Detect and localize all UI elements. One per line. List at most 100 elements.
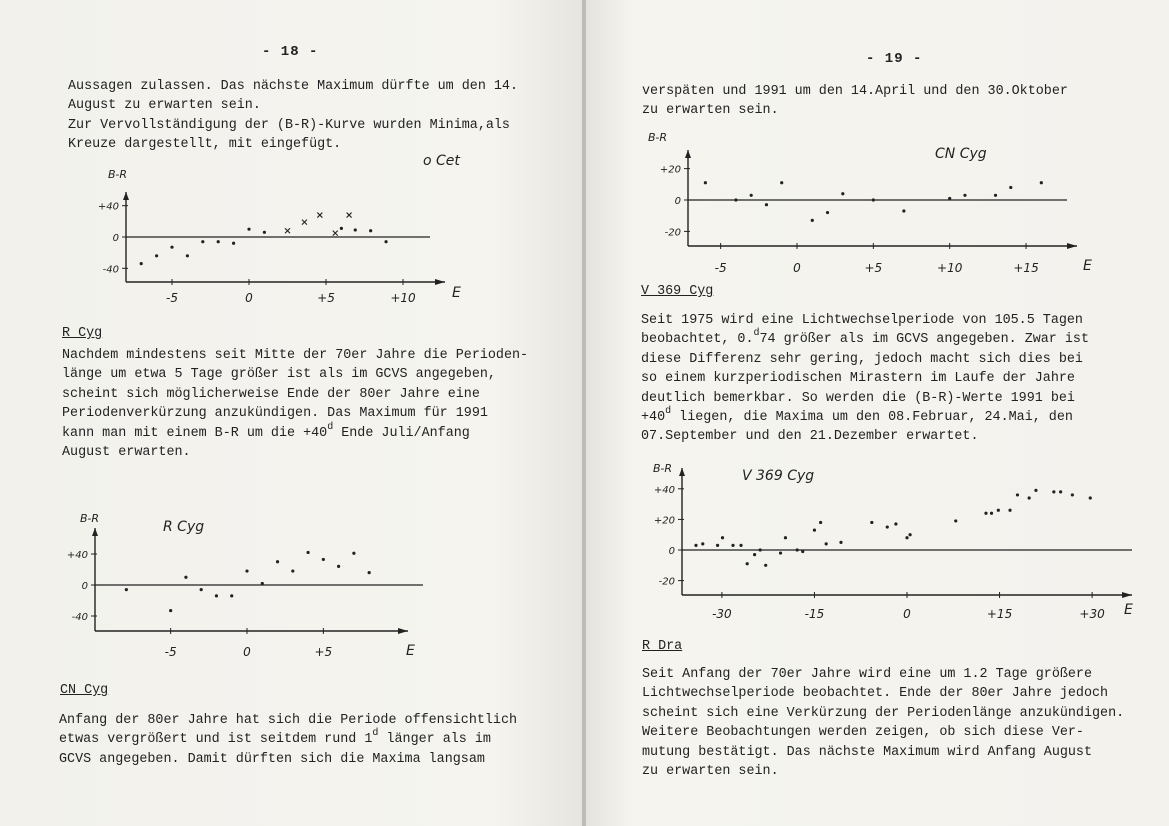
y-axis-label: B-R	[80, 512, 99, 525]
text-line: Periodenverkürzung anzukündigen. Das Max…	[62, 406, 488, 422]
chart-title: V 369 Cyg	[742, 468, 814, 484]
text-segment: etwas vergrößert und ist seitdem rund 1	[59, 732, 373, 748]
x-tick-label: -15	[805, 607, 825, 621]
data-point-cross	[332, 230, 339, 236]
data-point-cross	[346, 212, 352, 218]
data-point	[384, 240, 388, 244]
data-point	[812, 528, 817, 532]
data-point	[801, 549, 805, 554]
data-point	[984, 511, 988, 515]
chart-o-cet: -5 0 +5 +10 +40 0 -40 o Cet B-R E	[98, 153, 461, 305]
page-number-right: - 19 -	[866, 51, 923, 67]
x-tick-label: 0	[903, 607, 911, 621]
data-point-cross	[316, 212, 323, 218]
data-point	[694, 543, 698, 548]
data-point	[703, 181, 707, 185]
y-tick-label: 0	[669, 546, 675, 557]
y-axis-arrow	[685, 150, 691, 158]
data-point	[825, 210, 830, 215]
data-point	[367, 571, 371, 575]
data-point	[230, 594, 234, 598]
data-point	[170, 245, 174, 249]
data-point	[758, 548, 762, 552]
data-point	[963, 193, 967, 197]
data-point	[291, 569, 295, 573]
data-point	[996, 508, 1000, 512]
text-segment: kann man mit einem B-R um die +40	[62, 425, 328, 441]
superscript-unit: d	[327, 421, 334, 433]
data-point	[216, 240, 220, 244]
data-point	[780, 181, 784, 185]
data-point	[199, 588, 203, 592]
data-point	[894, 522, 898, 526]
x-tick-label: 0	[793, 261, 801, 275]
text-segment: 74 größer als im GCVS angegeben. Zwar is…	[759, 332, 1089, 348]
data-point	[870, 520, 874, 525]
chart-title: o Cet	[423, 153, 460, 169]
y-tick-label: +20	[660, 165, 681, 176]
y-tick-label: -20	[665, 227, 681, 238]
data-point	[810, 218, 814, 223]
data-point-cross	[284, 227, 291, 234]
data-point	[337, 564, 341, 569]
x-axis-label: E	[1083, 258, 1092, 274]
y-tick-label: -40	[103, 264, 119, 275]
text-line: Seit Anfang der 70er Jahre wird eine um …	[642, 667, 1092, 682]
superscript-unit: d	[753, 328, 760, 340]
chart-cn-cyg: -5 0 +5 +10 +15 +20 0 -20 CN Cyg B-R E	[648, 131, 1092, 275]
data-point	[1009, 185, 1013, 190]
data-point	[885, 525, 889, 529]
x-axis-label: E	[1124, 602, 1133, 618]
text-segment: +40	[641, 410, 666, 426]
data-point	[905, 536, 909, 540]
text-line: diese Differenz sehr gering, jedoch mach…	[641, 351, 1083, 367]
data-point	[764, 563, 768, 567]
text-line: verspäten und 1991 um den 14.April und d…	[642, 84, 1068, 99]
x-tick-label: -30	[712, 607, 732, 621]
x-tick-label: +5	[314, 645, 332, 659]
x-axis-label: E	[406, 643, 415, 659]
right-page	[586, 0, 1169, 826]
data-point	[749, 193, 753, 197]
x-tick-label: -5	[166, 291, 178, 305]
y-axis-label: B-R	[648, 131, 667, 144]
y-tick-label: +40	[67, 550, 88, 561]
data-point	[201, 240, 205, 244]
y-tick-label: 0	[82, 581, 88, 592]
chart-r-cyg: -5 0 +5 +40 0 -40 R Cyg B-R E	[67, 512, 423, 659]
text-line: zu erwarten sein.	[642, 103, 779, 119]
text-segment: beobachtet, 0.	[641, 332, 754, 348]
x-tick-label: 0	[245, 291, 253, 305]
text-line: Seit 1975 wird eine Lichtwechselperiode …	[641, 313, 1083, 328]
superscript-unit: d	[372, 728, 379, 740]
text-line: beobachtet, 0.d74 größer als im GCVS ang…	[641, 328, 1089, 349]
x-axis-arrow	[1067, 243, 1077, 249]
data-point	[262, 230, 266, 234]
data-point	[819, 520, 823, 525]
y-axis-label: B-R	[108, 168, 127, 181]
data-point	[720, 536, 725, 540]
data-point	[1039, 181, 1043, 185]
y-axis-arrow	[679, 468, 685, 476]
text-segment: liegen, die Maxima um den 08.Februar, 24…	[671, 410, 1073, 426]
data-point	[232, 241, 236, 245]
x-tick-label: -5	[715, 261, 727, 275]
data-point	[155, 254, 159, 258]
data-point	[1059, 490, 1063, 494]
data-point-cross	[301, 219, 308, 226]
right-intro-text: verspäten und 1991 um den 14.April und d…	[642, 82, 1068, 121]
data-point	[764, 203, 769, 207]
data-point	[1008, 508, 1012, 512]
superscript-unit: d	[665, 406, 672, 418]
data-point	[339, 226, 343, 230]
left-intro-text: Aussagen zulassen. Das nächste Maximum d…	[68, 77, 518, 155]
data-point	[795, 548, 799, 552]
data-point	[124, 588, 128, 592]
data-point	[993, 193, 998, 197]
data-point	[908, 533, 912, 537]
y-tick-label: -20	[659, 577, 675, 588]
data-point	[1052, 490, 1056, 494]
x-tick-label: +10	[937, 261, 963, 275]
y-tick-label: +20	[654, 515, 675, 526]
